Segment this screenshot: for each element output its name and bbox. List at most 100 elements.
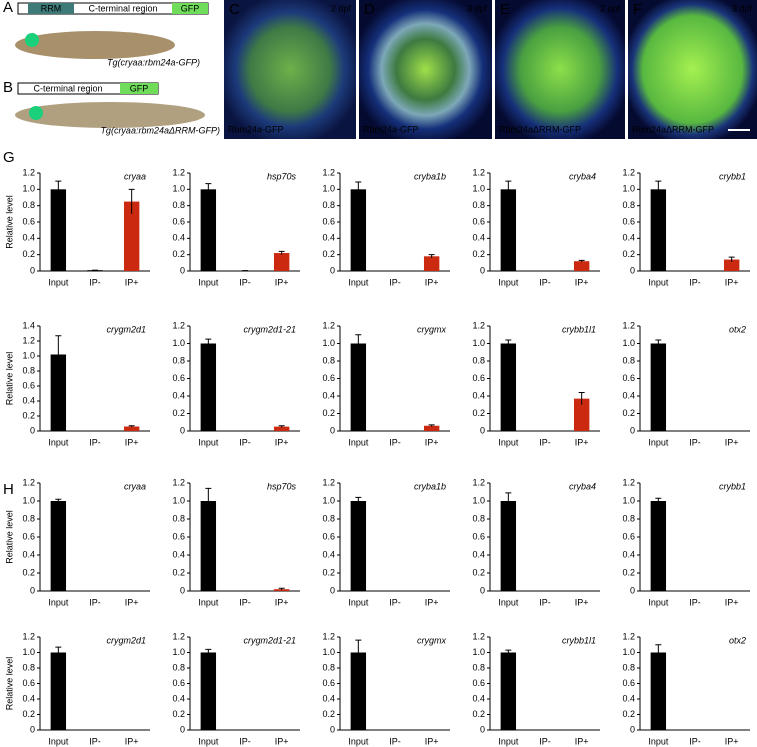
- y-tick-label: 0.2: [172, 709, 185, 719]
- chart-title: cryba4: [569, 171, 596, 181]
- error-bar: [205, 183, 212, 196]
- chart-title: cryaa: [124, 481, 146, 491]
- micrograph: [495, 0, 625, 139]
- y-tick-label: 0.4: [322, 233, 335, 243]
- y-axis-label: Relative level: [4, 195, 14, 249]
- bar: [200, 501, 217, 591]
- y-tick-label: 0.2: [322, 408, 335, 418]
- y-tick-label: 0.8: [622, 200, 635, 210]
- y-tick-label: 0.2: [322, 567, 335, 577]
- x-tick-label: Input: [348, 277, 369, 287]
- chart-title: otx2: [729, 635, 746, 645]
- y-tick-label: 0.4: [472, 693, 485, 703]
- bar: [350, 501, 367, 591]
- x-tick-label: Input: [48, 597, 69, 607]
- y-tick-label: 0.2: [622, 249, 635, 259]
- y-tick-label: 1.0: [22, 495, 35, 505]
- y-tick-label: 0.4: [172, 549, 185, 559]
- y-tick-label: 0.4: [22, 549, 35, 559]
- y-tick-label: 1.0: [322, 184, 335, 194]
- y-tick-label: 1.0: [622, 184, 635, 194]
- y-tick-label: 0.8: [472, 355, 485, 365]
- y-tick-label: 1.2: [172, 167, 185, 177]
- fish-eye: [25, 33, 39, 47]
- x-tick-label: IP-: [389, 277, 401, 287]
- y-tick-label: 0.6: [22, 380, 35, 390]
- domain-label: RRM: [41, 3, 62, 13]
- error-bar: [655, 497, 662, 504]
- bar: [500, 343, 517, 431]
- panel-letter: A: [3, 0, 13, 16]
- y-tick-label: 0.8: [472, 662, 485, 672]
- image-label: Rbm24a-GFP: [363, 124, 419, 134]
- error-bar: [578, 259, 585, 263]
- error-bar: [655, 644, 662, 661]
- y-tick-label: 1.0: [172, 184, 185, 194]
- chart-title: crygm2d1-21: [243, 635, 296, 645]
- y-tick-label: 0: [30, 724, 35, 734]
- y-tick-label: 0.8: [622, 513, 635, 523]
- image-label: Rbm24aΔRRM-GFP: [632, 124, 714, 134]
- x-tick-label: Input: [348, 736, 369, 746]
- bar: [573, 261, 590, 271]
- error-bar: [728, 256, 735, 263]
- y-tick-label: 1.0: [322, 647, 335, 657]
- y-tick-label: 0.2: [622, 567, 635, 577]
- x-tick-label: IP-: [689, 736, 701, 746]
- error-bar: [278, 425, 285, 428]
- bar: [650, 652, 667, 730]
- y-tick-label: 0.8: [22, 200, 35, 210]
- error-bar: [578, 392, 585, 405]
- y-tick-label: 0.2: [22, 410, 35, 420]
- bar: [273, 426, 290, 431]
- y-tick-label: 0: [180, 585, 185, 595]
- stage-label: 3 dpf: [467, 3, 488, 13]
- x-tick-label: IP-: [89, 277, 101, 287]
- x-tick-label: Input: [648, 597, 669, 607]
- y-tick-label: 0.8: [22, 662, 35, 672]
- x-tick-label: Input: [348, 437, 369, 447]
- y-tick-label: 1.2: [22, 477, 35, 487]
- y-tick-label: 0.2: [472, 408, 485, 418]
- chart-title: otx2: [729, 324, 746, 334]
- bar: [423, 256, 440, 271]
- x-tick-label: Input: [198, 597, 219, 607]
- transgene-label: Tg(cryaa:rbm24aΔRRM-GFP): [100, 125, 220, 135]
- error-bar: [55, 498, 62, 503]
- stage-label: 3 dpf: [732, 3, 753, 13]
- x-tick-label: IP-: [239, 437, 251, 447]
- y-tick-label: 1.2: [172, 477, 185, 487]
- x-tick-label: IP+: [275, 736, 289, 746]
- domain-label: GFP: [130, 83, 149, 93]
- error-bar: [55, 646, 62, 658]
- x-tick-label: Input: [498, 437, 519, 447]
- y-tick-label: 0.6: [622, 678, 635, 688]
- x-tick-label: Input: [498, 597, 519, 607]
- x-tick-label: IP+: [725, 277, 739, 287]
- y-tick-label: 1.0: [22, 647, 35, 657]
- chart-title: hsp70s: [267, 171, 297, 181]
- y-tick-label: 1.2: [622, 477, 635, 487]
- error-bar: [355, 496, 362, 505]
- y-tick-label: 0: [480, 724, 485, 734]
- y-tick-label: 1.2: [22, 335, 35, 345]
- bar: [123, 426, 140, 431]
- y-tick-label: 1.0: [472, 184, 485, 194]
- y-tick-label: 0.8: [322, 662, 335, 672]
- y-tick-label: 1.2: [322, 477, 335, 487]
- y-tick-label: 0.6: [472, 216, 485, 226]
- y-tick-label: 0: [330, 585, 335, 595]
- x-tick-label: IP-: [689, 277, 701, 287]
- y-axis-label: Relative level: [4, 657, 14, 711]
- image-label: Rbm24a-GFP: [228, 124, 284, 134]
- y-tick-label: 0.4: [322, 549, 335, 559]
- x-tick-label: IP-: [389, 597, 401, 607]
- y-tick-label: 0.6: [322, 678, 335, 688]
- x-tick-label: IP-: [539, 277, 551, 287]
- bar: [350, 189, 367, 271]
- y-tick-label: 1.0: [472, 495, 485, 505]
- y-tick-label: 0.6: [172, 531, 185, 541]
- rrm-domain: [28, 3, 74, 14]
- bar: [200, 343, 217, 431]
